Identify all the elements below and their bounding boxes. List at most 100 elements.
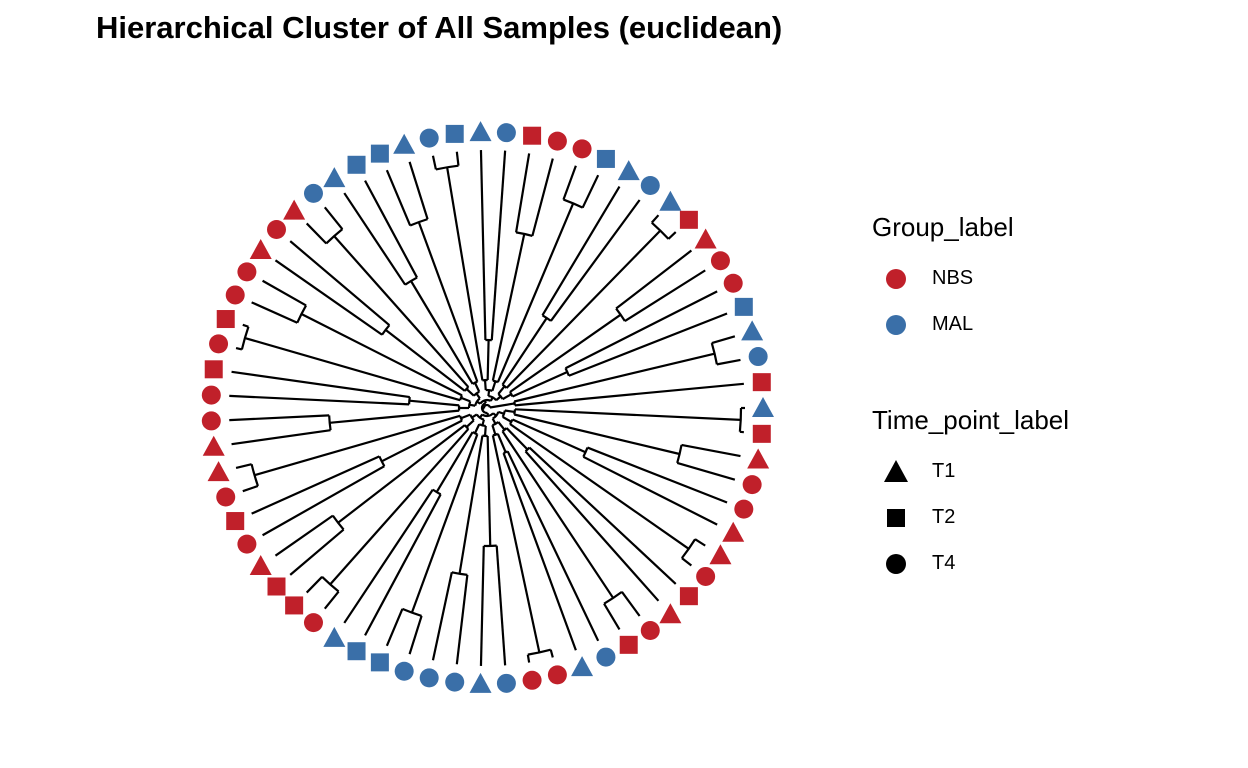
branch-segment [329,428,470,586]
branch-segment [486,339,490,381]
circular-dendrogram [201,121,774,693]
branch-segment [582,455,718,526]
leaf-marker-nbs-t4 [572,139,592,159]
branch-segment [244,336,461,402]
branch-segment [620,591,641,617]
leaf-marker-nbs-t2 [752,424,771,443]
branch-segment [479,545,485,666]
leaf-marker-mal-t2 [596,149,615,168]
leaf-marker-nbs-t2 [285,596,304,615]
branch-arc [501,427,508,433]
branch-segment [465,388,475,397]
branch-segment [381,419,463,463]
branch-segment [483,379,487,391]
branch-segment [549,649,554,658]
branch-arc [615,307,626,322]
legend-item-t1: T1 [872,448,1069,494]
leaf-marker-nbs-t4 [640,621,660,641]
branch-segment [323,206,344,230]
branch-segment [343,192,407,286]
branch-segment [497,385,506,395]
branch-segment [274,259,383,336]
circle-icon [886,554,906,574]
leaf-marker-mal-t4 [748,347,768,367]
branch-segment [475,392,481,399]
branch-arc [381,324,391,336]
branch-arc [474,397,481,407]
branch-arc [407,396,411,405]
branch-segment [541,186,621,316]
branch-segment [364,493,442,636]
branch-segment [343,489,434,624]
branch-segment [509,313,622,393]
branch-segment [229,394,410,406]
branch-segment [681,557,693,567]
branch-segment [251,301,298,324]
branch-segment [289,240,391,327]
branch-segment [489,402,515,409]
legend-item-label: T2 [932,506,956,528]
branch-segment [431,572,453,661]
branch-segment [410,433,479,614]
branch-segment [509,423,690,550]
branch-segment [483,425,487,437]
branch-segment [491,424,497,436]
branch-segment [615,249,693,310]
branch-arc [651,221,670,240]
leaf-marker-nbs-t2 [204,360,223,379]
branch-arc [432,488,442,496]
branch-segment [305,576,323,594]
legend-item-t2: T2 [872,494,1069,540]
leaf-marker-nbs-t1 [722,521,745,542]
triangle-icon [884,460,908,482]
branch-segment [289,528,345,576]
leaf-marker-nbs-t1 [202,435,225,456]
leaf-marker-nbs-t1 [249,555,272,576]
branch-arc [463,386,470,392]
branch-segment [502,393,512,401]
leaf-marker-mal-t1 [469,121,492,142]
branch-segment [565,290,718,370]
leaf-marker-nbs-t4 [734,499,754,519]
branch-arc [513,401,516,406]
branch-arc [485,388,493,392]
branch-segment [495,545,507,666]
branch-segment [465,419,475,428]
branch-segment [417,221,479,383]
branch-segment [490,150,507,341]
legend-item-t4: T4 [872,540,1069,586]
branch-arc [681,538,697,559]
branch-arc [482,403,492,409]
branch-segment [502,415,512,423]
branch-segment [716,358,741,366]
legend-item-mal: MAL [872,301,1014,347]
branch-segment [502,452,577,651]
leaf-marker-mal-t1 [659,190,682,211]
branch-segment [251,455,380,515]
legend-item-nbs: NBS [872,255,1014,301]
leaf-marker-mal-t4 [419,668,439,688]
leaf-marker-nbs-t2 [216,310,235,329]
branch-segment [333,235,470,388]
branch-segment [496,433,507,453]
leaf-marker-mal-t2 [370,653,389,672]
branch-segment [526,654,531,663]
branch-arc [509,418,514,425]
leaf-marker-mal-t1 [393,133,416,154]
branch-segment [300,313,463,397]
branch-arc [331,515,345,531]
leaf-marker-nbs-t1 [283,199,306,220]
branch-segment [235,463,252,470]
leaf-marker-mal-t4 [496,673,516,693]
branch-segment [513,352,715,403]
leaf-marker-mal-t2 [347,642,366,661]
branch-segment [512,418,586,454]
branch-segment [481,419,486,426]
leaf-marker-nbs-t1 [709,544,732,565]
branch-segment [624,269,706,322]
branch-arc [509,391,514,398]
branch-arc [250,463,259,487]
branch-segment [489,396,494,402]
branch-segment [410,280,474,385]
branch-segment [408,615,423,655]
